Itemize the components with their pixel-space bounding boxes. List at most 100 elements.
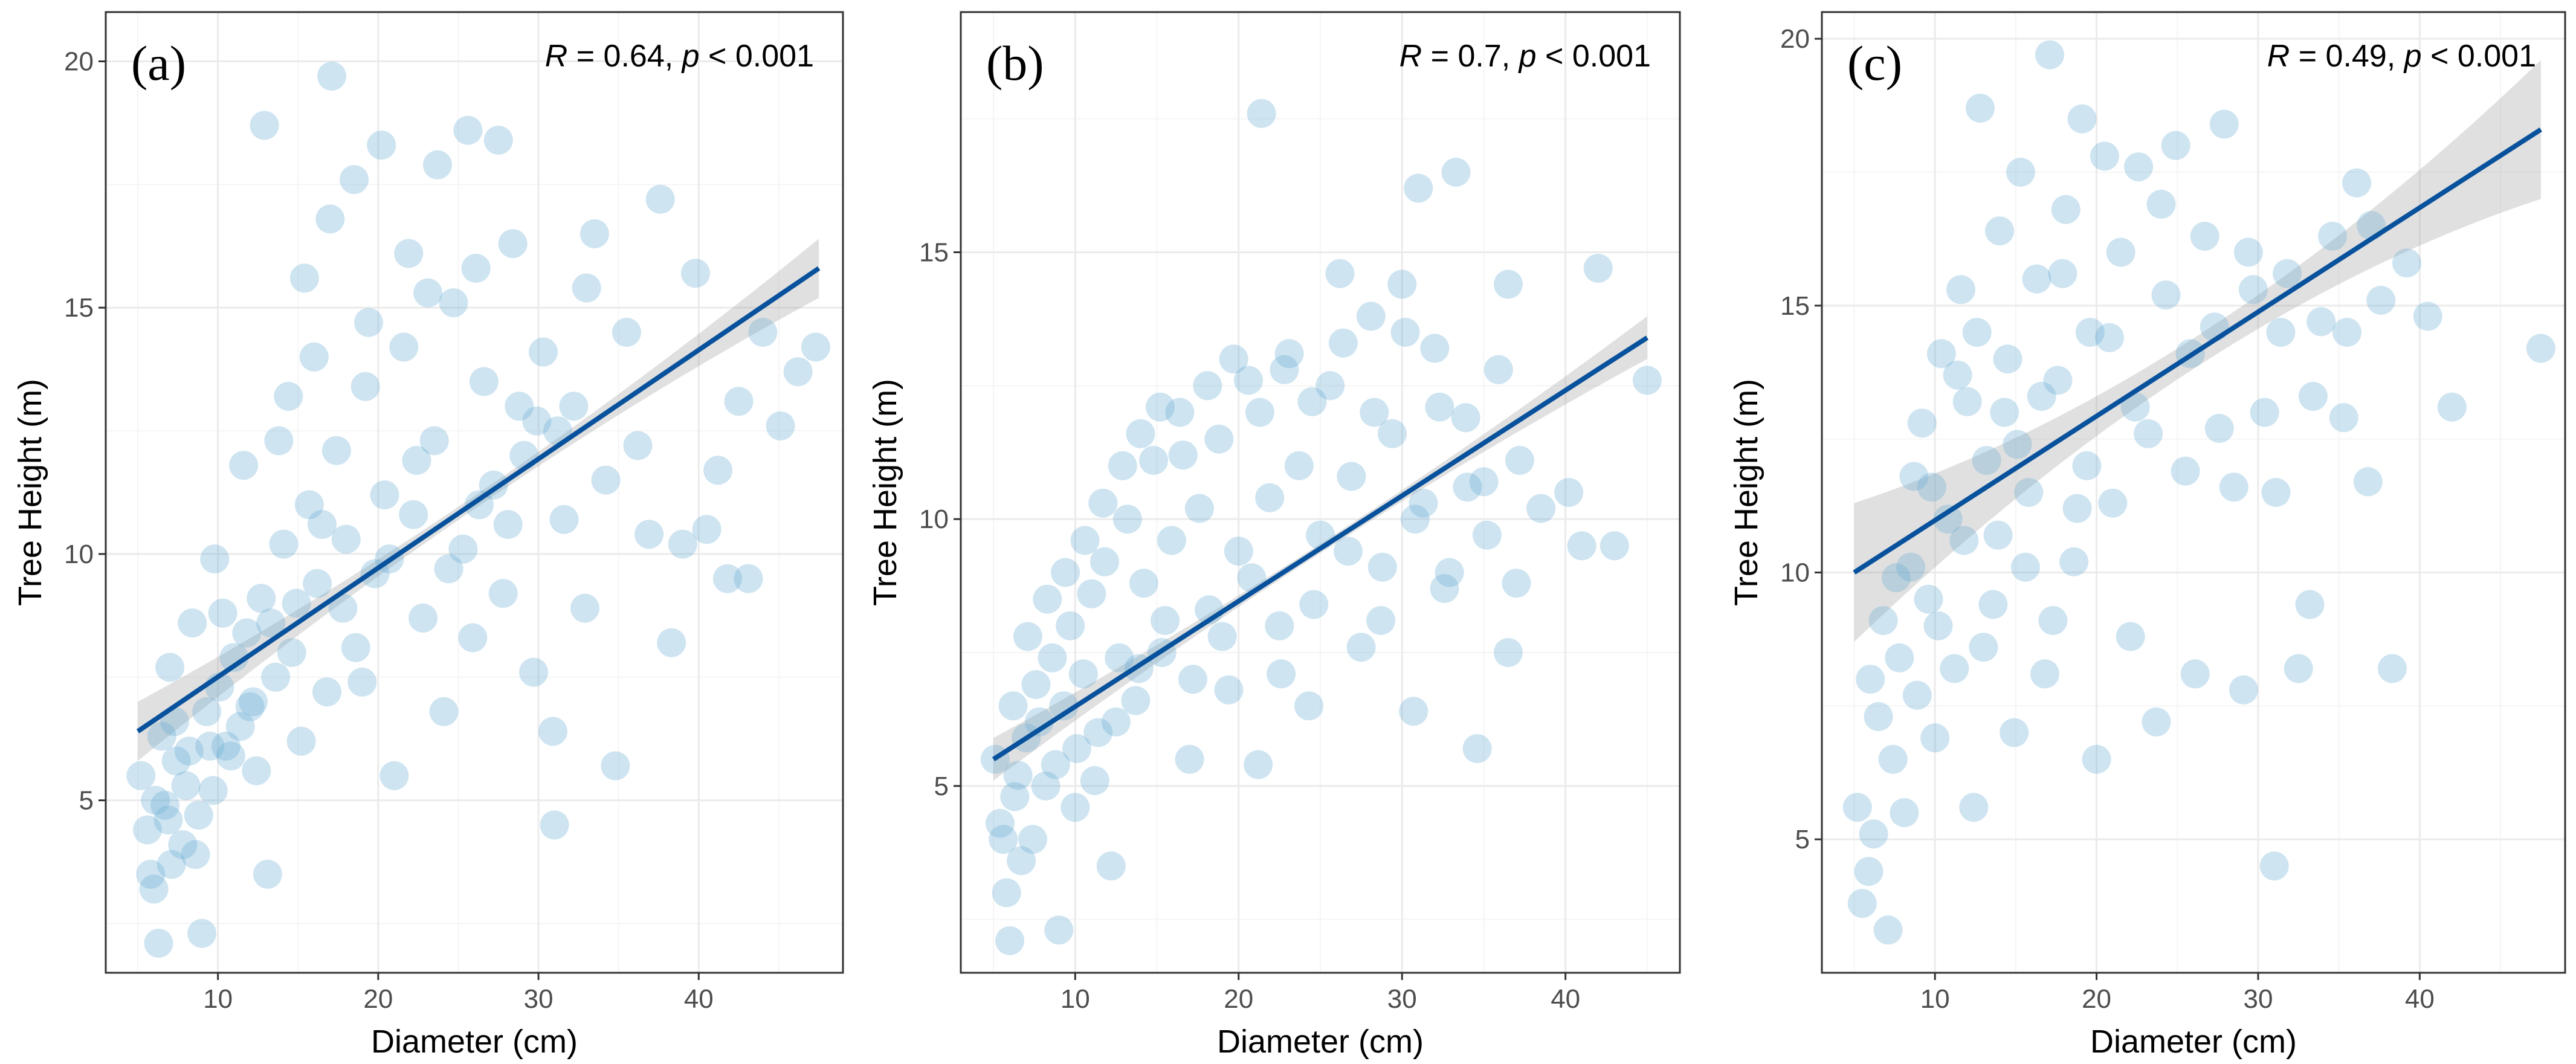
data-point	[289, 263, 319, 293]
data-point	[1502, 569, 1531, 598]
correlation-annotation: R = 0.7, p < 0.001	[1399, 39, 1651, 74]
data-point	[703, 456, 733, 485]
data-point	[801, 332, 830, 362]
data-point	[2366, 286, 2396, 315]
data-point	[1390, 318, 1420, 347]
data-point	[286, 726, 316, 756]
data-point	[1940, 654, 1969, 683]
panel-border	[1821, 11, 2566, 974]
data-point	[261, 662, 291, 692]
data-point	[2000, 718, 2029, 747]
data-point	[184, 801, 213, 830]
data-point	[136, 859, 166, 889]
data-point	[2003, 430, 2032, 459]
equals-sign: =	[567, 39, 603, 74]
data-point	[2295, 590, 2325, 619]
data-point	[253, 859, 282, 889]
p-value: < 0.001	[708, 39, 814, 74]
data-point	[692, 515, 721, 544]
data-point	[198, 776, 228, 805]
data-point	[1056, 611, 1085, 640]
data-point	[505, 392, 534, 421]
data-point	[1400, 505, 1430, 534]
data-point	[2120, 392, 2150, 422]
data-point	[1859, 819, 1888, 849]
data-point	[1462, 734, 1492, 763]
data-point	[1062, 734, 1091, 763]
x-tick-label: 30	[2243, 984, 2273, 1014]
data-point	[1325, 259, 1355, 288]
data-point	[1451, 403, 1480, 433]
data-point	[1284, 451, 1314, 480]
data-point	[992, 878, 1021, 908]
data-point	[572, 273, 601, 303]
data-point	[461, 254, 491, 283]
data-point	[1112, 505, 1142, 534]
y-tick-label: 10	[1780, 558, 1810, 588]
data-point	[299, 342, 329, 372]
data-point	[1024, 707, 1054, 737]
data-point	[312, 677, 341, 707]
data-point	[1864, 702, 1893, 731]
comma-separator: ,	[1502, 39, 1519, 74]
data-point	[2200, 312, 2229, 342]
data-point	[1878, 744, 1908, 774]
data-point	[1990, 398, 2019, 427]
data-point	[1044, 915, 1074, 945]
data-point	[1294, 691, 1324, 721]
data-point	[1583, 254, 1613, 283]
data-point	[161, 746, 191, 776]
data-point	[1494, 269, 1523, 299]
data-point	[2142, 707, 2171, 737]
data-point	[232, 618, 262, 648]
data-point	[657, 628, 686, 657]
data-point	[1505, 446, 1534, 475]
data-point	[1018, 825, 1047, 854]
data-point	[998, 691, 1028, 721]
data-point	[2048, 259, 2077, 288]
data-point	[2526, 334, 2555, 363]
comma-separator: ,	[665, 39, 682, 74]
data-point	[1917, 472, 1946, 502]
data-point	[1090, 547, 1119, 576]
data-point	[126, 761, 156, 790]
p-symbol: p	[2403, 39, 2422, 74]
data-point	[1494, 638, 1523, 667]
data-point	[200, 544, 230, 574]
data-point	[1902, 680, 1932, 710]
data-point	[1068, 659, 1098, 689]
data-point	[766, 411, 795, 440]
data-point	[1041, 750, 1070, 779]
data-point	[1430, 574, 1459, 603]
data-point	[453, 115, 483, 145]
data-point	[1404, 173, 1433, 203]
data-point	[623, 431, 653, 460]
data-point	[1168, 440, 1198, 470]
data-point	[2250, 398, 2279, 427]
data-point	[1049, 691, 1079, 721]
data-point	[2014, 478, 2044, 507]
y-tick-label: 15	[64, 293, 94, 323]
data-point	[2259, 851, 2289, 881]
data-point	[1554, 478, 1584, 507]
data-point	[1933, 505, 1963, 534]
y-axis-title: Tree Height (m)	[1728, 379, 1764, 606]
p-symbol: p	[681, 39, 700, 74]
data-point	[1151, 606, 1180, 635]
data-point	[1129, 569, 1158, 598]
data-point	[147, 721, 176, 751]
data-point	[1469, 467, 1499, 497]
data-point	[141, 785, 170, 815]
data-point	[570, 593, 599, 623]
y-tick-label: 15	[1780, 291, 1810, 321]
data-point	[133, 815, 162, 845]
panel-label: (b)	[986, 36, 1044, 91]
x-tick-label: 40	[2405, 984, 2435, 1014]
data-point	[1978, 590, 2008, 619]
data-point	[591, 465, 621, 495]
data-point	[989, 825, 1018, 854]
r-value: 0.7	[1457, 39, 1501, 74]
data-point	[1146, 392, 1175, 422]
data-point	[1420, 334, 1450, 363]
data-point	[413, 278, 443, 308]
